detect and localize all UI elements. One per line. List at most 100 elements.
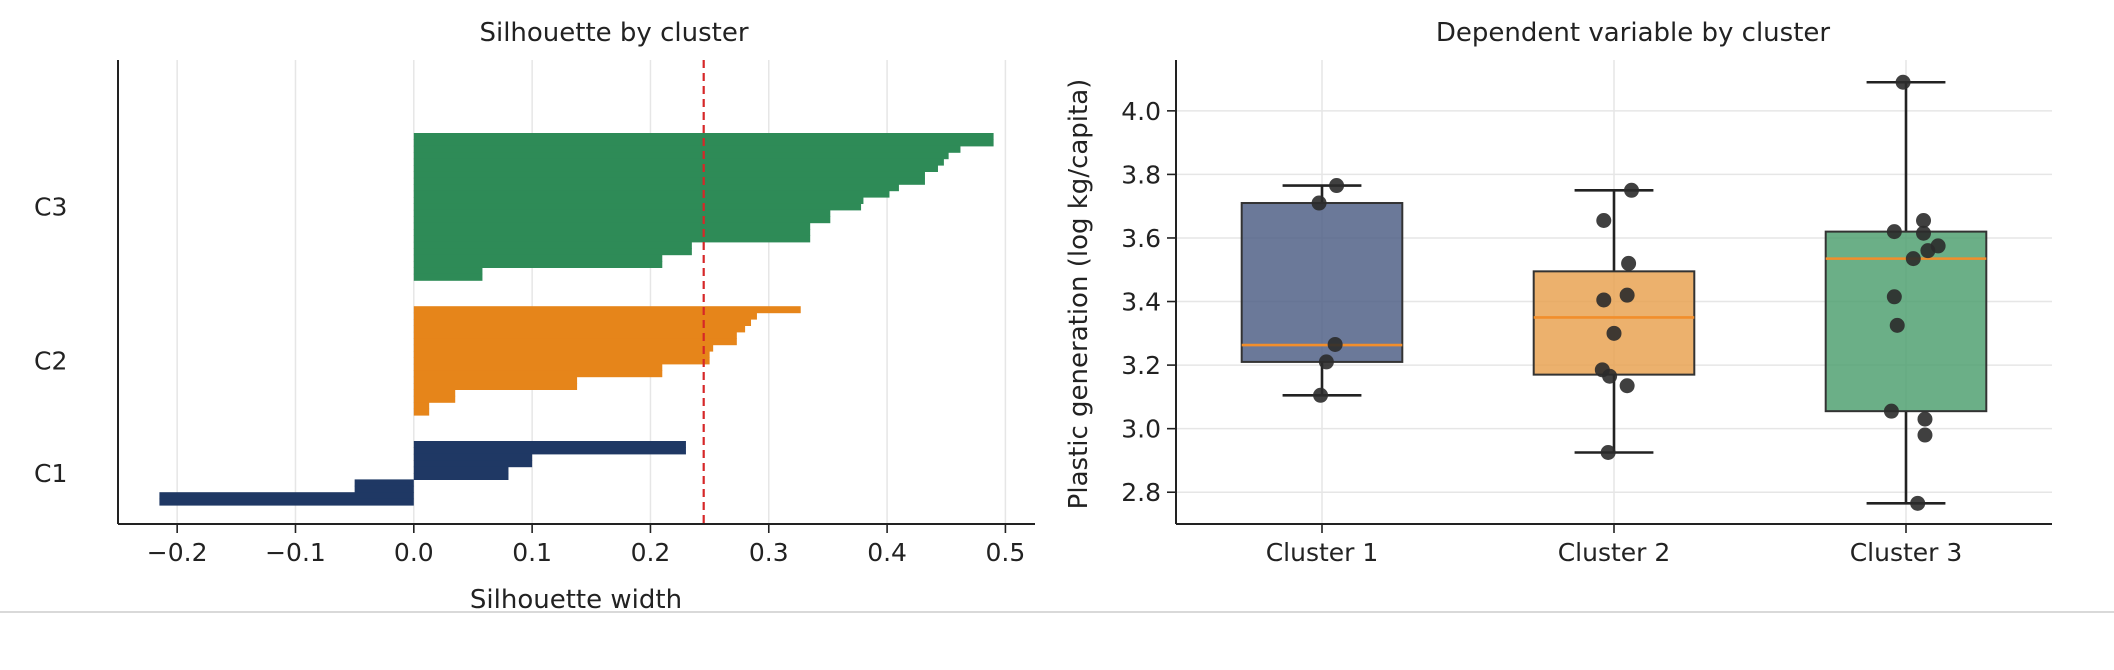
cluster-3-point (1930, 238, 1946, 254)
boxplot-boxes (1240, 80, 1988, 505)
silhouette-bar-c2 (413, 319, 752, 326)
silhouette-bar-c3 (413, 165, 938, 172)
silhouette-bar-c3 (413, 177, 925, 185)
cluster-2-point (1606, 325, 1622, 341)
silhouette-x-tick-label: 0.5 (986, 538, 1026, 567)
figure: −0.2 −0.1 0.0 0.1 0.2 0.3 0.4 0.5 C1 C2 C3 Silhou… (34, 18, 2052, 610)
silhouette-bar-c3 (413, 171, 925, 179)
silhouette-bar-c2 (413, 331, 737, 339)
cluster-2-point (1596, 292, 1612, 308)
silhouette-bar-c3 (413, 203, 862, 211)
cluster-3-point (1889, 317, 1905, 333)
silhouette-bar-c1 (413, 460, 533, 468)
silhouette-bar-c2 (413, 383, 578, 390)
boxplot-x-tick-label: Cluster 2 (1558, 538, 1671, 567)
silhouette-bar-c1 (413, 466, 509, 474)
boxplot-y-axis-label: Plastic generation (log kg/capita) (1064, 79, 1094, 510)
silhouette-bar-c2 (413, 338, 737, 346)
boxplot-x-ticks: Cluster 1 Cluster 2 Cluster 3 (1266, 524, 1963, 567)
silhouette-chart-title: Silhouette by cluster (479, 18, 748, 48)
cluster-3-box (1824, 230, 1988, 413)
cluster-2-point (1602, 368, 1618, 384)
silhouette-x-tick-label: 0.3 (749, 538, 789, 567)
boxplot-chart-title: Dependent variable by cluster (1436, 18, 1830, 48)
silhouette-bar-c3 (413, 267, 483, 275)
silhouette-bar-c3 (413, 248, 692, 256)
silhouette-bar-c3 (413, 229, 811, 236)
silhouette-bar-c2 (413, 389, 456, 397)
silhouette-x-tick-label: 0.0 (394, 538, 434, 567)
silhouette-bar-c1 (354, 485, 414, 493)
silhouette-bar-c3 (413, 158, 944, 166)
cluster-1-box (1240, 202, 1404, 363)
cluster-3-point (1910, 495, 1926, 511)
silhouette-bar-c2 (413, 370, 663, 378)
cluster-2-point (1619, 378, 1635, 394)
cluster-1-point (1313, 387, 1329, 403)
silhouette-bar-c3 (413, 209, 831, 217)
cluster-label-c3: C3 (34, 193, 67, 222)
silhouette-bar-c1 (413, 453, 533, 461)
silhouette-bar-c3 (413, 133, 994, 140)
silhouette-x-axis-label: Silhouette width (470, 585, 682, 610)
cluster-1-point (1327, 336, 1343, 352)
boxplot-y-tick-label: 3.8 (1121, 160, 1161, 189)
silhouette-bar-c3 (413, 235, 811, 243)
boxplot-points (1311, 74, 1946, 511)
cluster-3-point (1883, 403, 1899, 419)
silhouette-bar-c1 (413, 473, 509, 480)
silhouette-bar-c3 (413, 184, 899, 192)
cluster-2-point (1619, 287, 1635, 303)
silhouette-bar-c3 (413, 273, 483, 281)
silhouette-bar-c2 (413, 357, 710, 365)
silhouette-bar-c3 (413, 216, 831, 224)
silhouette-bar-c2 (413, 312, 757, 320)
silhouette-x-ticks: −0.2 −0.1 0.0 0.1 0.2 0.3 0.4 0.5 (147, 524, 1026, 567)
cluster-3-point (1917, 427, 1933, 443)
silhouette-bar-c3 (413, 190, 890, 198)
cluster-2-point (1621, 255, 1637, 271)
silhouette-x-tick-label: −0.1 (265, 538, 326, 567)
cluster-1-point (1318, 354, 1334, 370)
silhouette-bar-c2 (413, 351, 710, 358)
silhouette-x-tick-label: 0.2 (631, 538, 671, 567)
silhouette-bar-c3 (413, 145, 961, 153)
silhouette-axes (117, 60, 1035, 525)
cluster-label-c1: C1 (34, 459, 67, 488)
silhouette-bar-c2 (413, 325, 746, 333)
silhouette-bar-c3 (413, 222, 811, 230)
silhouette-bar-c2 (413, 408, 430, 416)
silhouette-bar-c2 (413, 402, 430, 410)
cluster-2-point (1624, 182, 1640, 198)
cluster-1-point (1311, 195, 1327, 211)
cluster-3-point (1905, 251, 1921, 267)
cluster-3-point (1886, 289, 1902, 305)
boxplot-y-tick-label: 2.8 (1121, 478, 1161, 507)
cluster-2-box (1532, 270, 1696, 376)
silhouette-x-tick-label: −0.2 (147, 538, 208, 567)
cluster-1-point (1329, 178, 1345, 194)
cluster-3-point (1886, 224, 1902, 240)
boxplot-y-tick-label: 3.0 (1121, 415, 1161, 444)
silhouette-panel: −0.2 −0.1 0.0 0.1 0.2 0.3 0.4 0.5 C1 C2 C3 Silhou… (34, 18, 1035, 610)
silhouette-bar-c3 (413, 197, 864, 204)
bottom-divider (0, 611, 2114, 613)
silhouette-bar-c3 (413, 254, 663, 262)
silhouette-bar-c1 (354, 479, 414, 487)
silhouette-x-tick-label: 0.4 (867, 538, 907, 567)
cluster-3-point (1917, 411, 1933, 427)
cluster-2-point (1600, 444, 1616, 460)
silhouette-bars (159, 133, 994, 506)
boxplot-x-tick-label: Cluster 3 (1850, 538, 1963, 567)
silhouette-bar-c2 (413, 363, 663, 371)
silhouette-bar-c3 (413, 152, 949, 160)
boxplot-y-tick-label: 4.0 (1121, 97, 1161, 126)
boxplot-y-ticks: 2.8 3.0 3.2 3.4 3.6 3.8 4.0 (1121, 97, 1176, 507)
cluster-2-point (1596, 212, 1612, 228)
boxplot-panel: 2.8 3.0 3.2 3.4 3.6 3.8 4.0 Cluster 1 Cluster 2… (1064, 18, 2052, 567)
silhouette-cluster-labels: C1 C2 C3 (34, 193, 67, 488)
boxplot-y-tick-label: 3.6 (1121, 224, 1161, 253)
silhouette-bar-c1 (159, 498, 414, 506)
boxplot-x-tick-label: Cluster 1 (1266, 538, 1379, 567)
silhouette-x-tick-label: 0.1 (512, 538, 552, 567)
